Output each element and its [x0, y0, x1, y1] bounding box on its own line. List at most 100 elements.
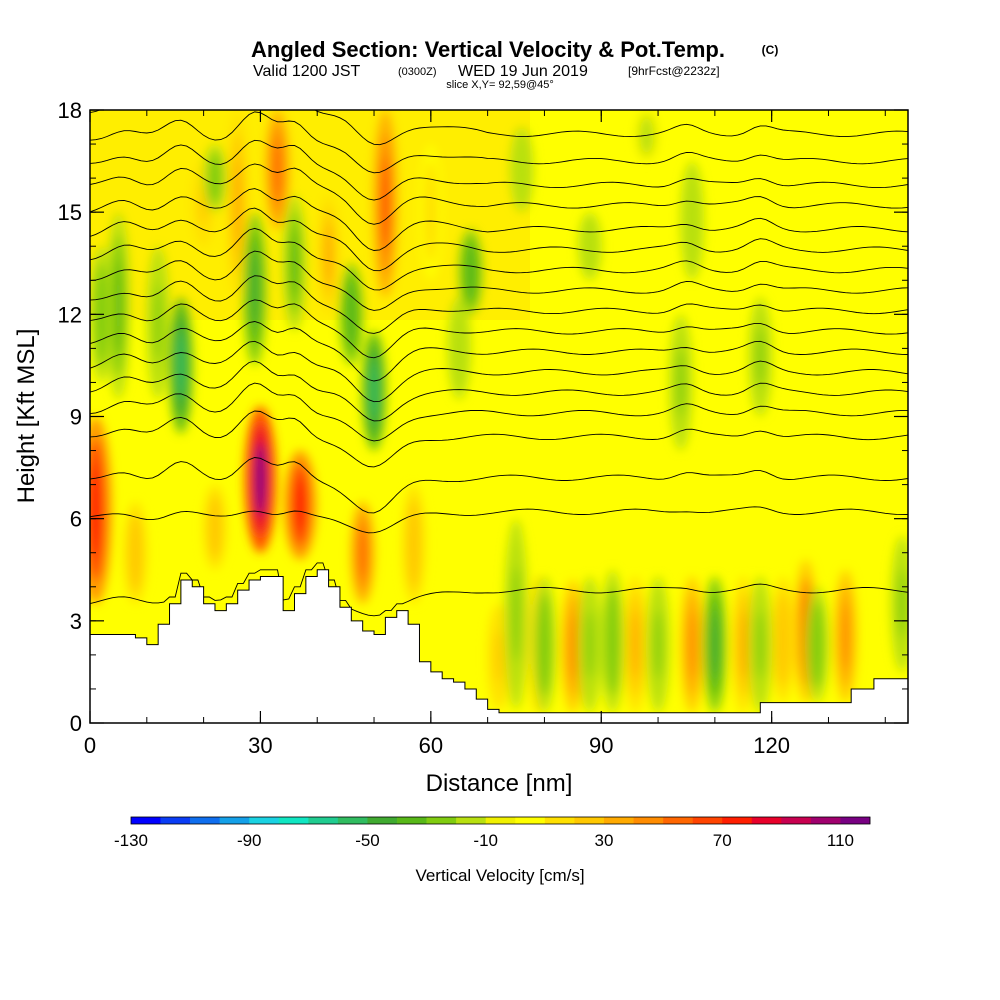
- updraft-core: [569, 613, 577, 680]
- theta-contour-44: [90, 188, 908, 251]
- theta-contour-24: [90, 410, 908, 468]
- updraft-core: [255, 442, 266, 517]
- downdraft-core: [512, 566, 520, 662]
- colorbar-swatch: [278, 817, 309, 824]
- y-tick-label: 9: [70, 405, 82, 430]
- downdraft-core: [813, 615, 821, 674]
- downdraft-core: [177, 331, 185, 400]
- downdraft-core: [211, 161, 219, 196]
- y-axis-label: Height [Kft MSL]: [13, 329, 40, 504]
- velocity-cores: [90, 110, 908, 713]
- downdraft-core: [586, 610, 594, 679]
- updraft-core: [324, 224, 333, 285]
- downdraft-core: [251, 250, 259, 328]
- colorbar-swatch: [456, 817, 487, 824]
- downdraft-core: [370, 361, 378, 421]
- colorbar: -130 -90 -50 -10 30 70 110: [114, 816, 871, 850]
- updraft-core: [427, 178, 435, 247]
- colorbar-swatch: [397, 817, 427, 824]
- theta-contour-38: [90, 250, 908, 311]
- downdraft-core: [347, 288, 355, 340]
- downdraft-core: [466, 250, 475, 294]
- colorbar-swatch: [426, 817, 457, 824]
- axes: 0 30 60 90 120 0 3 6 9 12 15 18: [58, 98, 908, 758]
- colorbar-swatch: [367, 817, 398, 824]
- colorbar-swatch: [160, 817, 191, 824]
- y-tick-label: 18: [58, 98, 82, 123]
- colorbar-swatch: [219, 817, 250, 824]
- downdraft-core: [756, 610, 764, 679]
- colorbar-tick-label: -90: [237, 831, 262, 850]
- theta-contours: [90, 110, 908, 617]
- valid-prefix: Valid 1200 JST: [253, 63, 361, 80]
- theta-contour-40: [90, 227, 908, 291]
- colorbar-swatch: [485, 817, 516, 824]
- downdraft-core: [609, 605, 617, 678]
- colorbar-swatch: [810, 817, 841, 824]
- colorbar-swatch: [663, 817, 693, 824]
- updraft-core: [234, 156, 242, 251]
- y-tick-label: 0: [70, 711, 82, 736]
- colorbar-swatch: [190, 817, 220, 824]
- updraft-core: [779, 608, 787, 672]
- downdraft-core: [290, 229, 299, 298]
- colorbar-swatch: [840, 817, 871, 824]
- colorbar-tick-label: -10: [473, 831, 498, 850]
- colorbar-swatch: [337, 817, 368, 824]
- downdraft-core: [688, 190, 696, 251]
- valid-z: (0300Z): [398, 66, 437, 78]
- colorbar-swatch: [515, 817, 546, 824]
- updraft-core: [273, 139, 282, 200]
- downdraft-core: [586, 229, 594, 264]
- x-tick-label: 60: [419, 733, 443, 758]
- theta-contour-22: [90, 457, 908, 514]
- x-tick-label: 0: [84, 733, 96, 758]
- downdraft-core: [455, 322, 463, 374]
- colorbar-swatch: [751, 817, 782, 824]
- theta-contour-34: [90, 299, 908, 359]
- updraft-core: [631, 610, 639, 679]
- x-tick-label: 90: [589, 733, 613, 758]
- updraft-core: [495, 630, 503, 683]
- colorbar-frame: [130, 816, 871, 825]
- plot-area: [90, 110, 908, 723]
- updraft-core: [131, 527, 140, 579]
- colorbar-tick-label: 30: [594, 831, 613, 850]
- downdraft-core: [898, 569, 906, 638]
- downdraft-core: [518, 148, 526, 191]
- theta-contour-32: [90, 321, 908, 382]
- theta-contour-20: [90, 506, 908, 534]
- downdraft-core: [756, 327, 764, 387]
- valid-date: WED 19 Jun 2019: [458, 63, 588, 80]
- theta-contour-30: [90, 340, 908, 403]
- theta-contour-36: [90, 275, 908, 334]
- x-axis-label: Distance [nm]: [426, 770, 573, 797]
- colorbar-swatch: [249, 817, 280, 824]
- x-tick-label: 120: [753, 733, 790, 758]
- colorbar-swatch: [131, 817, 161, 824]
- updraft-core: [359, 527, 367, 579]
- updraft-core: [688, 610, 696, 679]
- colorbar-swatch: [781, 817, 812, 824]
- downdraft-core: [711, 610, 719, 679]
- colorbar-swatch: [692, 817, 723, 824]
- y-tick-label: 12: [58, 302, 82, 327]
- colorbar-tick-label: -130: [114, 831, 148, 850]
- forecast-label: [9hrFcst@2232z]: [628, 64, 720, 78]
- updraft-core: [841, 602, 850, 670]
- y-tick-label: 3: [70, 609, 82, 634]
- colorbar-swatch: [544, 817, 575, 824]
- colorbar-tick-label: -50: [355, 831, 380, 850]
- downdraft-core: [654, 610, 662, 679]
- theta-contour-50: [90, 111, 908, 174]
- colorbar-swatch: [603, 817, 634, 824]
- terrain: [90, 569, 908, 723]
- chart-title: Angled Section: Vertical Velocity & Pot.…: [251, 37, 725, 62]
- theta-contour-52: [90, 110, 908, 146]
- y-tick-label: 15: [58, 200, 82, 225]
- theta-contour-46: [90, 163, 908, 225]
- downdraft-core: [154, 284, 162, 362]
- colorbar-tick-label: 110: [827, 831, 854, 850]
- updraft-core: [295, 477, 305, 533]
